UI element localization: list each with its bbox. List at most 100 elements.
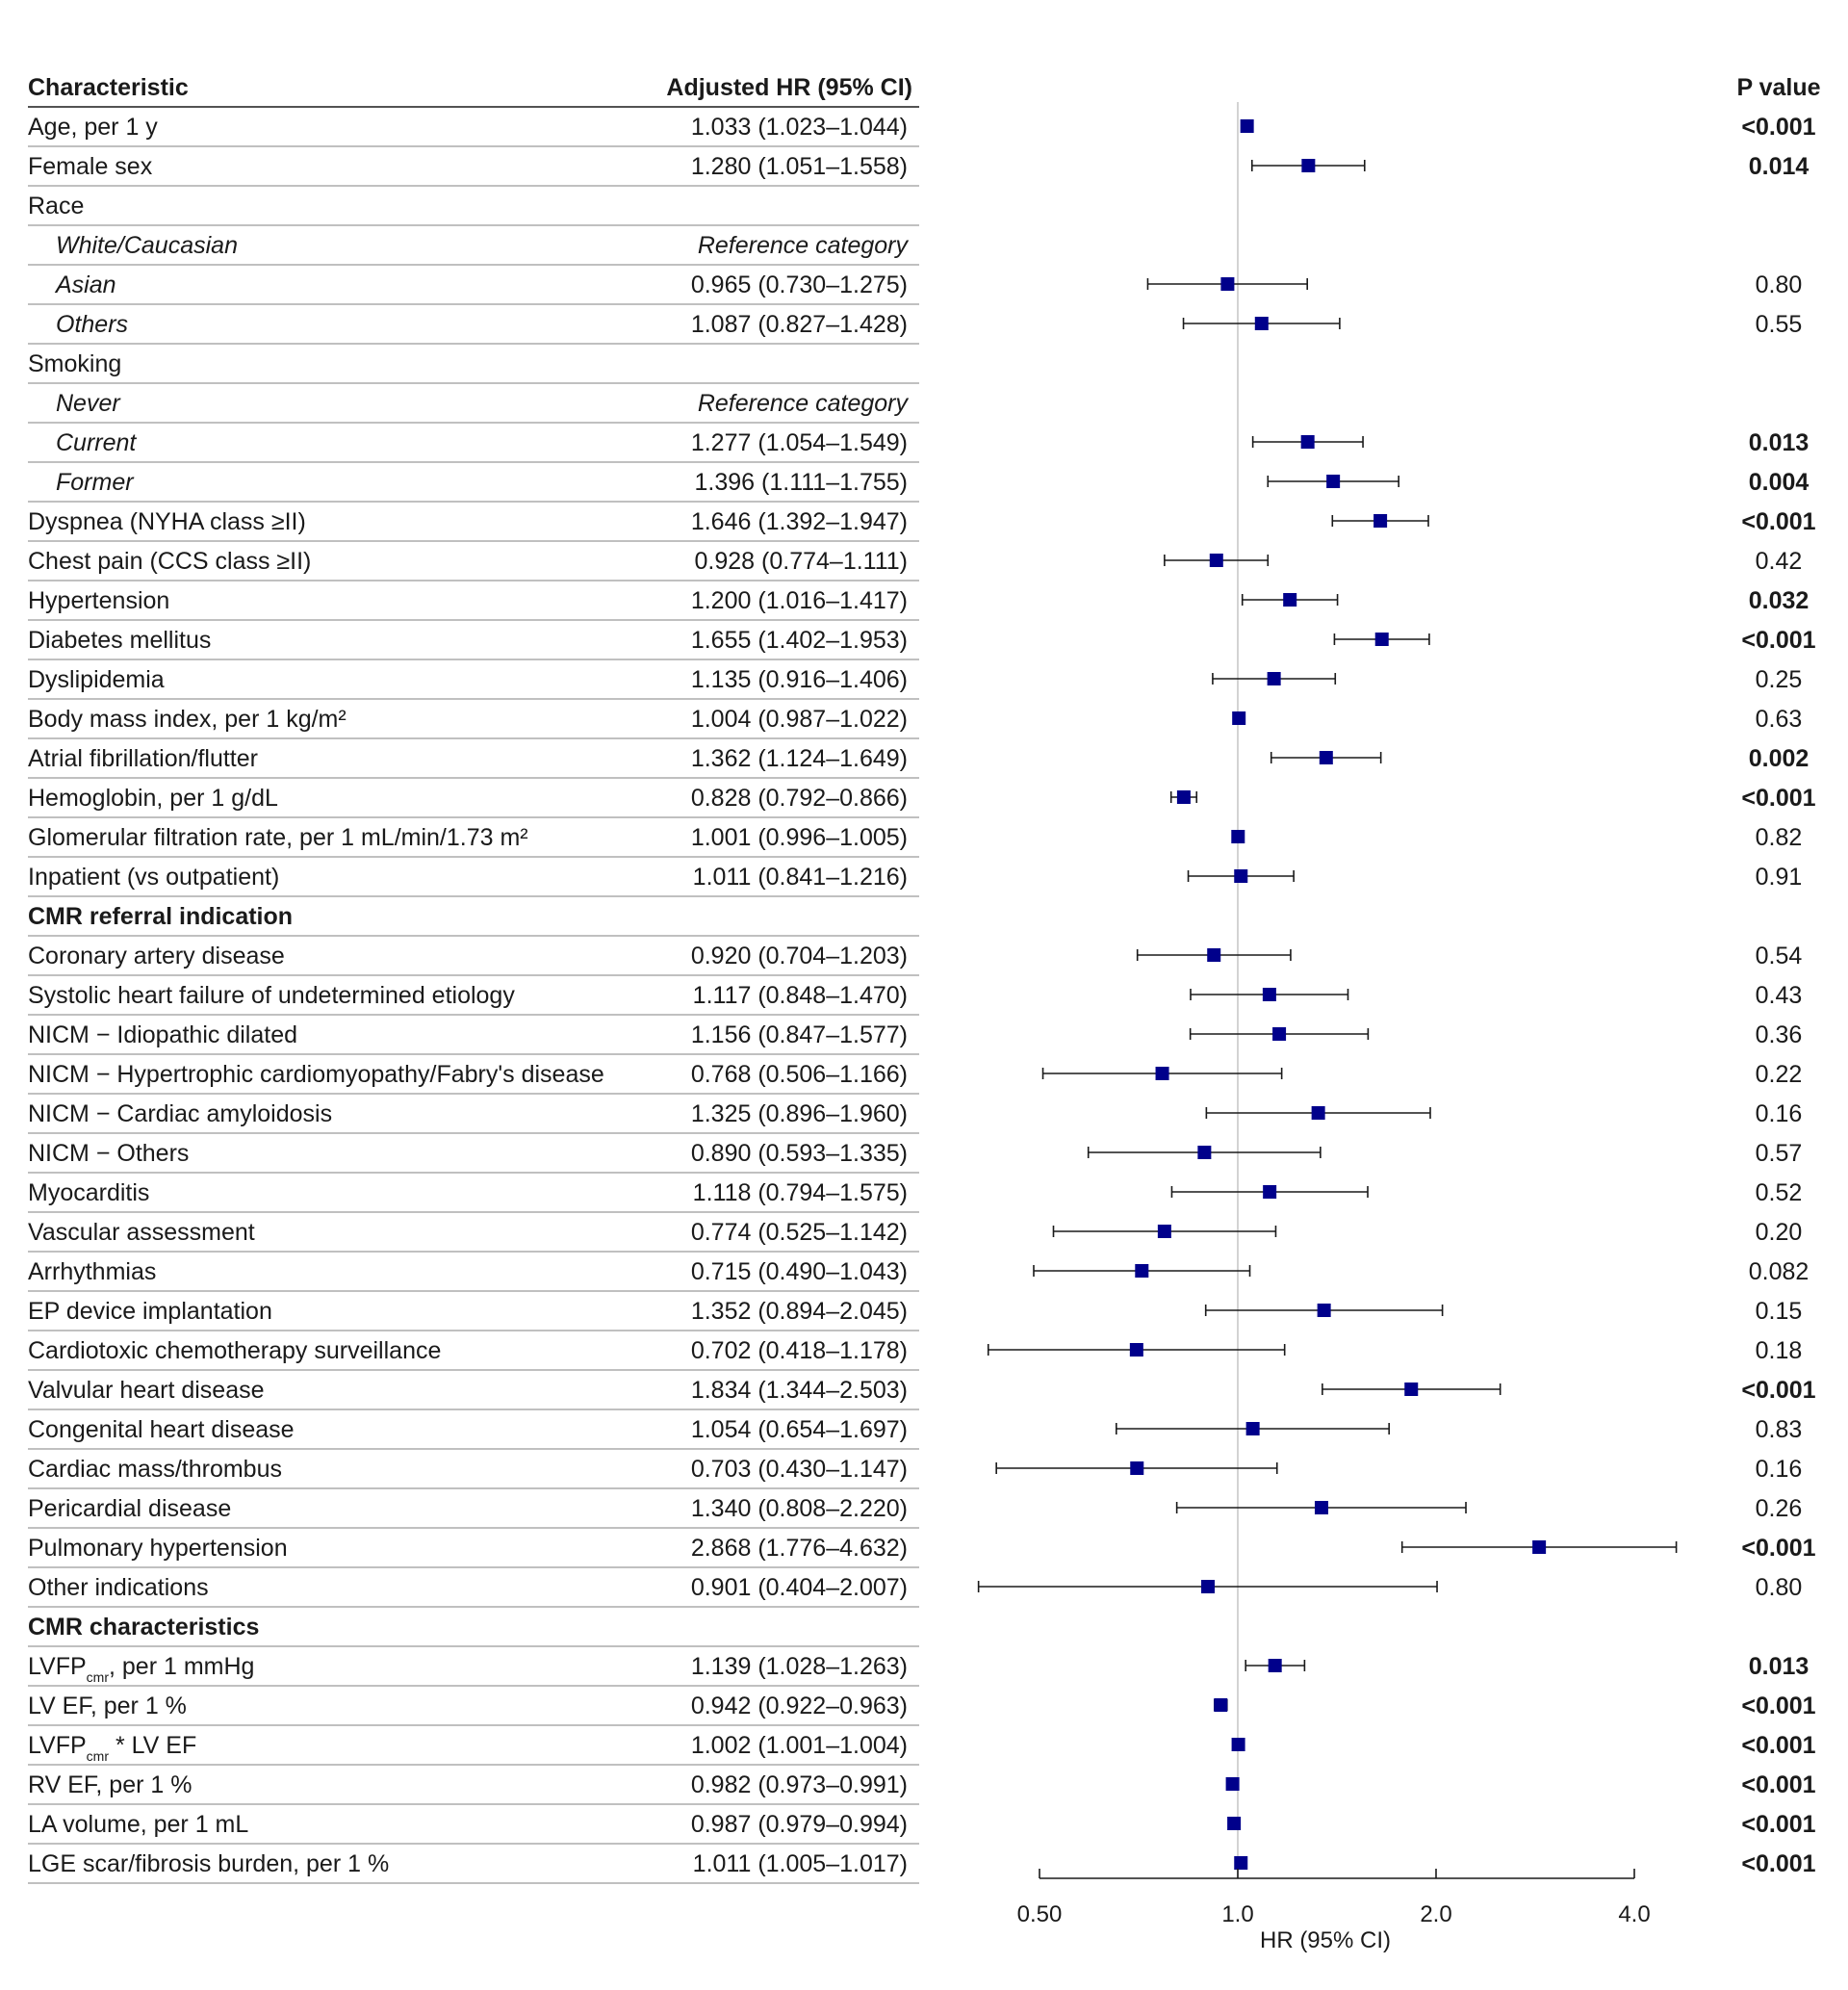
row-hr-value: 0.965 (0.730–1.275) (691, 271, 908, 298)
row-p-value: 0.18 (1756, 1337, 1803, 1364)
row-label: Chest pain (CCS class ≥II) (28, 548, 311, 575)
estimate-marker (1311, 1106, 1325, 1120)
row-hr-value: 1.087 (0.827–1.428) (691, 311, 908, 338)
row-label-suffix: * LV EF (109, 1732, 196, 1759)
estimate-marker (1314, 1501, 1328, 1514)
estimate-marker (1130, 1461, 1144, 1475)
row-p-value: 0.26 (1756, 1495, 1803, 1522)
estimate-marker (1234, 869, 1248, 883)
row-label: Coronary artery disease (28, 943, 285, 969)
row-p-value: 0.80 (1756, 271, 1803, 298)
row-label: Vascular assessment (28, 1219, 255, 1246)
row-hr-value: 0.928 (0.774–1.111) (695, 548, 908, 575)
estimate-marker (1214, 1698, 1228, 1712)
row-label: White/Caucasian (56, 232, 238, 259)
row-p-value: <0.001 (1741, 1693, 1815, 1719)
row-label: Dyslipidemia (28, 666, 165, 693)
row-label: Age, per 1 y (28, 114, 158, 141)
row-hr-value: 1.054 (0.654–1.697) (691, 1416, 908, 1443)
header-p-value: P value (1736, 74, 1820, 101)
header-adjusted-hr: Adjusted HR (95% CI) (666, 74, 912, 101)
row-p-value: <0.001 (1741, 1771, 1815, 1798)
row-label-text: NICM − Hypertrophic cardiomyopathy/Fabry… (28, 1061, 604, 1088)
row-hr-value: 0.942 (0.922–0.963) (691, 1693, 908, 1719)
row-label: CMR referral indication (28, 903, 293, 930)
row-hr-value: 0.703 (0.430–1.147) (691, 1456, 908, 1483)
estimate-marker (1209, 554, 1223, 567)
row-label-text: Never (56, 390, 121, 417)
row-label: RV EF, per 1 % (28, 1771, 192, 1798)
row-label-text: LVFP (28, 1732, 87, 1759)
row-label-text: Pericardial disease (28, 1495, 231, 1522)
row-label-text: Female sex (28, 153, 153, 180)
row-hr-value: 1.646 (1.392–1.947) (691, 508, 908, 535)
row-label: Atrial fibrillation/flutter (28, 745, 258, 772)
row-p-value: 0.16 (1756, 1456, 1803, 1483)
row-p-value: 0.52 (1756, 1179, 1803, 1206)
estimate-marker (1220, 277, 1235, 291)
estimate-marker (1201, 1580, 1216, 1593)
row-label-text: CMR characteristics (28, 1614, 259, 1641)
row-label: Body mass index, per 1 kg/m² (28, 706, 346, 733)
row-p-value: 0.43 (1756, 982, 1803, 1009)
row-label-text: Coronary artery disease (28, 943, 285, 969)
row-label-subscript: cmr (87, 1669, 110, 1685)
row-label: LV EF, per 1 % (28, 1693, 187, 1719)
row-p-value: 0.91 (1756, 864, 1803, 891)
estimate-marker (1317, 1304, 1331, 1317)
estimate-marker (1231, 830, 1245, 843)
row-hr-value: 1.117 (0.848–1.470) (693, 982, 908, 1009)
row-label: Cardiac mass/thrombus (28, 1456, 282, 1483)
estimate-marker (1176, 790, 1191, 804)
row-label: EP device implantation (28, 1298, 272, 1325)
row-label-text: Diabetes mellitus (28, 627, 211, 654)
estimate-marker (1319, 751, 1333, 764)
row-label: Former (56, 469, 135, 496)
row-hr-value: Reference category (698, 232, 910, 259)
estimate-marker (1283, 593, 1297, 607)
row-p-value: 0.032 (1749, 587, 1810, 614)
x-tick-label: 2.0 (1420, 1901, 1451, 1927)
row-hr-value: 1.200 (1.016–1.417) (691, 587, 908, 614)
estimate-marker (1262, 988, 1276, 1001)
estimate-marker (1225, 1777, 1240, 1791)
row-p-value: <0.001 (1741, 1732, 1815, 1759)
row-label: Pulmonary hypertension (28, 1535, 288, 1562)
row-hr-value: 1.004 (0.987–1.022) (691, 706, 908, 733)
row-label-text: Smoking (28, 350, 121, 377)
row-label-text: Asian (54, 271, 116, 298)
estimate-marker (1240, 119, 1254, 133)
row-label: NICM − Idiopathic dilated (28, 1021, 297, 1048)
row-hr-value: 1.118 (0.794–1.575) (693, 1179, 908, 1206)
header-characteristic: Characteristic (28, 74, 189, 101)
row-label-text: LV EF, per 1 % (28, 1693, 187, 1719)
row-hr-value: 0.715 (0.490–1.043) (691, 1258, 908, 1285)
row-hr-value: 0.901 (0.404–2.007) (691, 1574, 908, 1601)
row-p-value: 0.013 (1749, 1653, 1810, 1680)
row-hr-value: 1.033 (1.023–1.044) (691, 114, 908, 141)
estimate-marker (1300, 435, 1315, 449)
row-p-value: 0.42 (1756, 548, 1803, 575)
row-label-text: Current (56, 429, 137, 456)
row-hr-value: 1.277 (1.054–1.549) (691, 429, 908, 456)
row-hr-value: 0.768 (0.506–1.166) (691, 1061, 908, 1088)
row-label-text: RV EF, per 1 % (28, 1771, 192, 1798)
row-label-text: Arrhythmias (28, 1258, 156, 1285)
row-hr-value: 1.002 (1.001–1.004) (691, 1732, 908, 1759)
row-label-text: LGE scar/fibrosis burden, per 1 % (28, 1850, 389, 1877)
row-hr-value: 1.352 (0.894–2.045) (691, 1298, 908, 1325)
row-p-value: 0.16 (1756, 1100, 1803, 1127)
row-label-suffix: , per 1 mmHg (109, 1653, 254, 1680)
row-label: LGE scar/fibrosis burden, per 1 % (28, 1850, 389, 1877)
row-label: Myocarditis (28, 1179, 149, 1206)
row-p-value: <0.001 (1741, 1850, 1815, 1877)
row-p-value: 0.004 (1749, 469, 1810, 496)
row-p-value: <0.001 (1741, 114, 1815, 141)
estimate-marker (1157, 1225, 1171, 1238)
estimate-marker (1207, 948, 1221, 962)
row-label: LVFPcmr, per 1 mmHg (28, 1653, 254, 1685)
row-label-text: LA volume, per 1 mL (28, 1811, 248, 1838)
row-label-text: Glomerular filtration rate, per 1 mL/min… (28, 824, 528, 851)
row-label-text: Myocarditis (28, 1179, 149, 1206)
